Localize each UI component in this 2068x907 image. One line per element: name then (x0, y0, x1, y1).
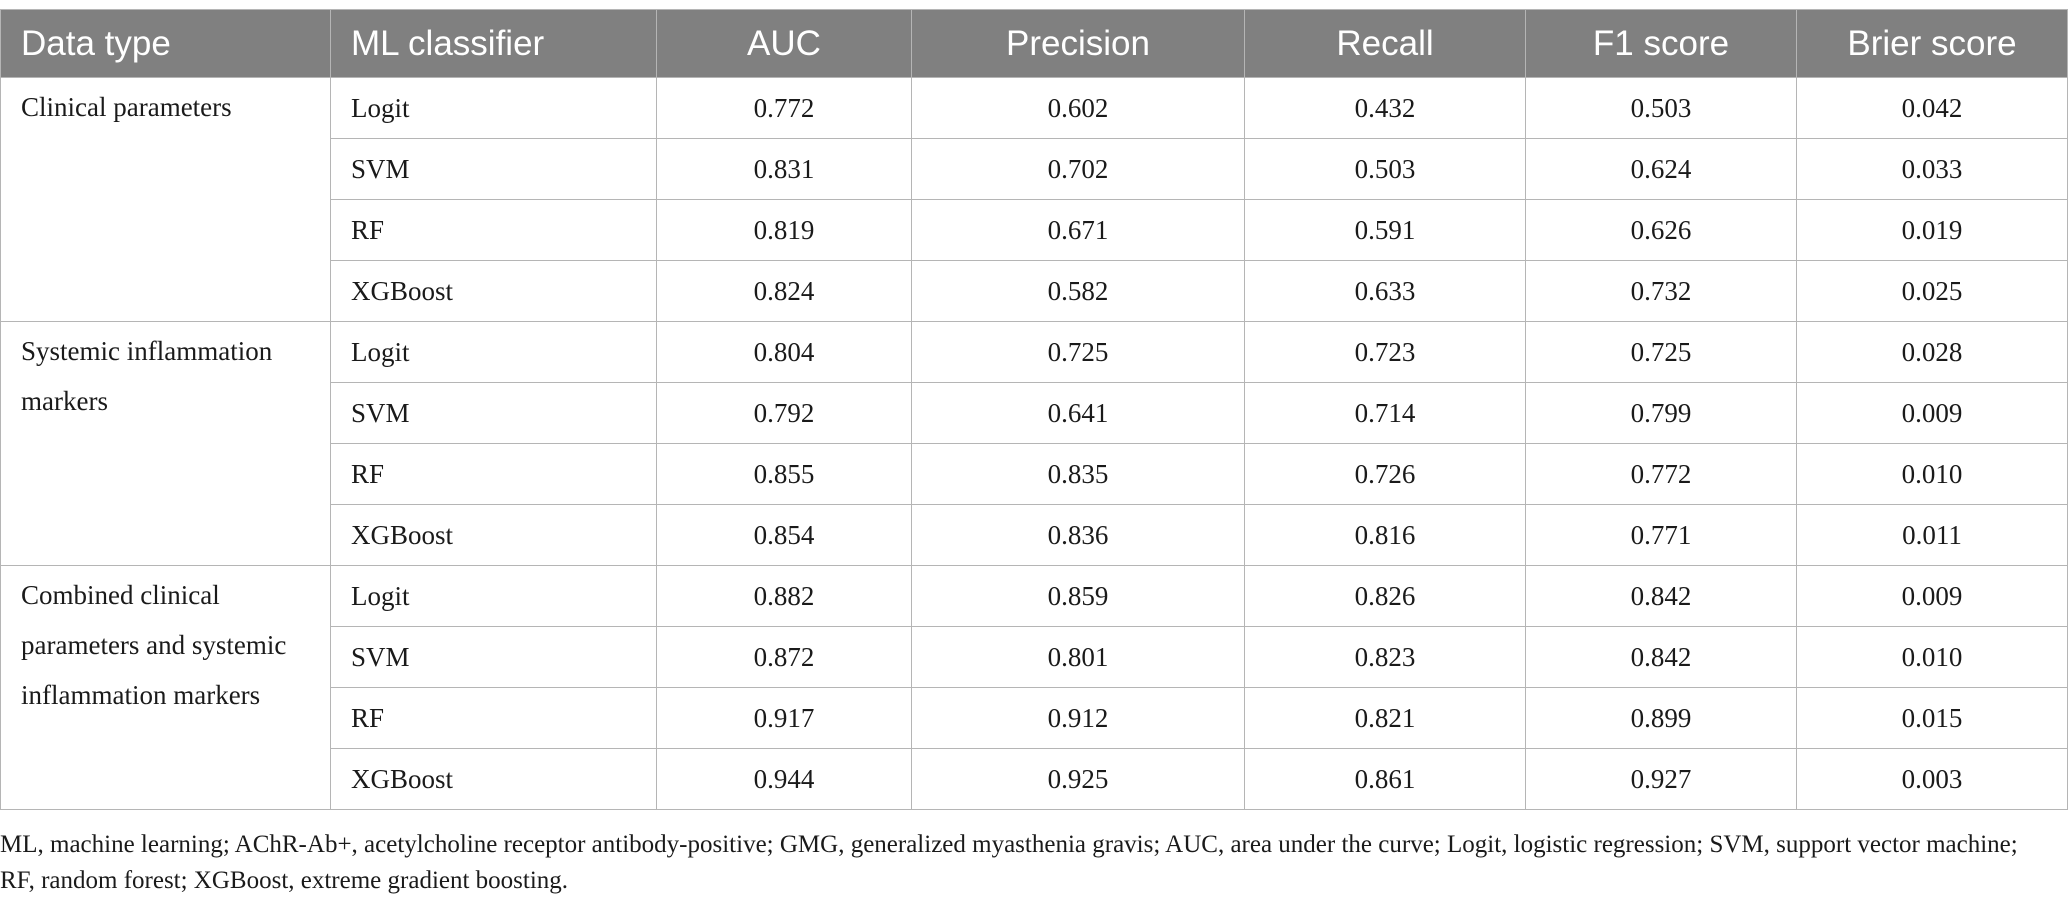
header-recall: Recall (1244, 9, 1526, 78)
auc-cell: 0.855 (656, 443, 912, 505)
table-row: SVM 0.792 0.641 0.714 0.799 0.009 (1, 382, 2068, 444)
classifier-cell: SVM (330, 626, 657, 688)
table-row: Clinical parameters Logit 0.772 0.602 0.432 0… (0, 77, 2068, 322)
f1-score-cell: 0.624 (1525, 138, 1797, 200)
brier-score-cell: 0.009 (1796, 382, 2068, 444)
f1-score-cell: 0.503 (1525, 77, 1797, 139)
f1-score-cell: 0.725 (1525, 321, 1797, 383)
results-table-container: Data type ML classifier AUC Precision Re… (0, 9, 2068, 810)
precision-cell: 0.859 (911, 565, 1245, 627)
table-header: Data type ML classifier AUC Precision Re… (0, 9, 2068, 78)
classifier-cell: SVM (330, 138, 657, 200)
classifier-cell: Logit (330, 77, 657, 139)
table-row: SVM 0.872 0.801 0.823 0.842 0.010 (1, 626, 2068, 688)
brier-score-cell: 0.010 (1796, 443, 2068, 505)
recall-cell: 0.821 (1244, 687, 1526, 749)
table-row: XGBoost 0.944 0.925 0.861 0.927 0.003 (1, 748, 2068, 810)
brier-score-cell: 0.010 (1796, 626, 2068, 688)
auc-cell: 0.804 (656, 321, 912, 383)
table-row: Combined clinical parameters and systemi… (0, 565, 2068, 810)
auc-cell: 0.824 (656, 260, 912, 322)
data-type-cell: Combined clinical parameters and systemi… (0, 565, 331, 810)
header-ml-classifier: ML classifier (330, 9, 657, 78)
brier-score-cell: 0.042 (1796, 77, 2068, 139)
auc-cell: 0.831 (656, 138, 912, 200)
header-brier-score: Brier score (1796, 9, 2068, 78)
header-data-type: Data type (0, 9, 331, 78)
precision-cell: 0.725 (911, 321, 1245, 383)
table-row: XGBoost 0.854 0.836 0.816 0.771 0.011 (1, 504, 2068, 566)
results-table: Data type ML classifier AUC Precision Re… (0, 9, 2068, 810)
classifier-cell: XGBoost (330, 504, 657, 566)
recall-cell: 0.823 (1244, 626, 1526, 688)
recall-cell: 0.591 (1244, 199, 1526, 261)
recall-cell: 0.861 (1244, 748, 1526, 810)
header-precision: Precision (911, 9, 1245, 78)
data-type-cell: Clinical parameters (0, 77, 331, 322)
classifier-cell: Logit (330, 565, 657, 627)
table-row: XGBoost 0.824 0.582 0.633 0.732 0.025 (1, 260, 2068, 322)
precision-cell: 0.671 (911, 199, 1245, 261)
brier-score-cell: 0.011 (1796, 504, 2068, 566)
table-row: RF 0.917 0.912 0.821 0.899 0.015 (1, 687, 2068, 749)
table-row: RF 0.855 0.835 0.726 0.772 0.010 (1, 443, 2068, 505)
recall-cell: 0.714 (1244, 382, 1526, 444)
f1-score-cell: 0.732 (1525, 260, 1797, 322)
f1-score-cell: 0.626 (1525, 199, 1797, 261)
classifier-cell: XGBoost (330, 260, 657, 322)
precision-cell: 0.925 (911, 748, 1245, 810)
recall-cell: 0.826 (1244, 565, 1526, 627)
classifier-cell: SVM (330, 382, 657, 444)
precision-cell: 0.582 (911, 260, 1245, 322)
recall-cell: 0.432 (1244, 77, 1526, 139)
f1-score-cell: 0.842 (1525, 626, 1797, 688)
f1-score-cell: 0.771 (1525, 504, 1797, 566)
auc-cell: 0.917 (656, 687, 912, 749)
f1-score-cell: 0.842 (1525, 565, 1797, 627)
classifier-cell: RF (330, 199, 657, 261)
recall-cell: 0.816 (1244, 504, 1526, 566)
classifier-cell: XGBoost (330, 748, 657, 810)
auc-cell: 0.854 (656, 504, 912, 566)
table-body: Clinical parameters Logit 0.772 0.602 0.432 0… (0, 77, 2068, 810)
precision-cell: 0.641 (911, 382, 1245, 444)
precision-cell: 0.602 (911, 77, 1245, 139)
recall-cell: 0.726 (1244, 443, 1526, 505)
table-row: RF 0.819 0.671 0.591 0.626 0.019 (1, 199, 2068, 261)
auc-cell: 0.819 (656, 199, 912, 261)
recall-cell: 0.723 (1244, 321, 1526, 383)
precision-cell: 0.836 (911, 504, 1245, 566)
classifier-cell: RF (330, 687, 657, 749)
brier-score-cell: 0.033 (1796, 138, 2068, 200)
f1-score-cell: 0.772 (1525, 443, 1797, 505)
precision-cell: 0.912 (911, 687, 1245, 749)
data-type-cell: Systemic inflammation markers (0, 321, 331, 566)
header-f1-score: F1 score (1525, 9, 1797, 78)
brier-score-cell: 0.009 (1796, 565, 2068, 627)
precision-cell: 0.835 (911, 443, 1245, 505)
auc-cell: 0.944 (656, 748, 912, 810)
auc-cell: 0.872 (656, 626, 912, 688)
auc-cell: 0.772 (656, 77, 912, 139)
recall-cell: 0.633 (1244, 260, 1526, 322)
recall-cell: 0.503 (1244, 138, 1526, 200)
header-row: Data type ML classifier AUC Precision Re… (0, 9, 2068, 78)
table-footnote: ML, machine learning; AChR-Ab+, acetylch… (0, 831, 2018, 894)
table-row: Systemic inflammation markers Logit 0.804 0… (0, 321, 2068, 566)
auc-cell: 0.882 (656, 565, 912, 627)
f1-score-cell: 0.899 (1525, 687, 1797, 749)
brier-score-cell: 0.028 (1796, 321, 2068, 383)
brier-score-cell: 0.025 (1796, 260, 2068, 322)
brier-score-cell: 0.019 (1796, 199, 2068, 261)
f1-score-cell: 0.927 (1525, 748, 1797, 810)
brier-score-cell: 0.003 (1796, 748, 2068, 810)
f1-score-cell: 0.799 (1525, 382, 1797, 444)
auc-cell: 0.792 (656, 382, 912, 444)
precision-cell: 0.702 (911, 138, 1245, 200)
header-auc: AUC (656, 9, 912, 78)
classifier-cell: RF (330, 443, 657, 505)
classifier-cell: Logit (330, 321, 657, 383)
brier-score-cell: 0.015 (1796, 687, 2068, 749)
precision-cell: 0.801 (911, 626, 1245, 688)
